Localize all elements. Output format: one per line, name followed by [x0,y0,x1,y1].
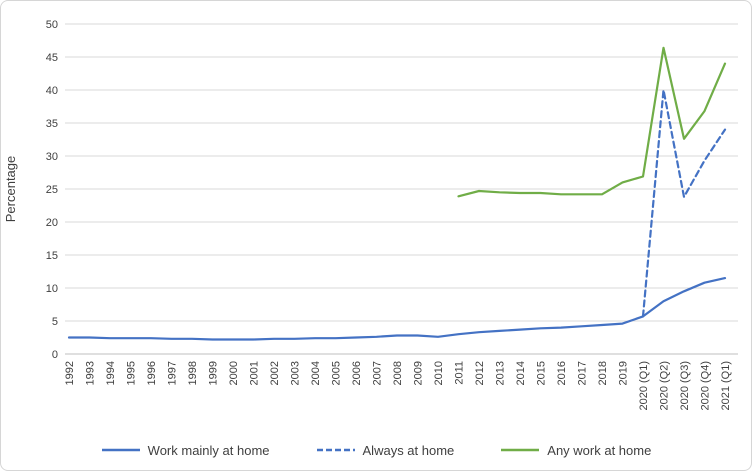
x-tick-label-2009: 2009 [413,361,425,385]
series-line-any-work-at-home [457,46,727,198]
x-tick-label-2000: 2000 [228,361,240,385]
legend-entry-any-work-at-home: Any work at home [500,443,651,458]
x-tick-label-1994: 1994 [105,361,117,385]
plot-area: 0 5 10 15 20 25 30 35 40 45 50 Percentage 1992 1993 19… [3,19,738,411]
x-tick-label-1998: 1998 [187,361,199,385]
x-tick-label-2011: 2011 [454,361,466,385]
series-line-work-mainly-at-home [67,277,727,341]
x-tick-label-2014: 2014 [515,361,527,385]
x-tick-label-1999: 1999 [208,361,220,385]
legend-line-sample-dashed-blue [316,448,355,452]
x-tick-label-2013: 2013 [495,361,507,385]
x-tick-label-2008: 2008 [392,361,404,385]
legend-label: Work mainly at home [147,442,270,458]
legend-entry-work-mainly-at-home: Work mainly at home [101,443,270,458]
x-tick-label-2001: 2001 [249,361,261,385]
y-tick-label-20: 20 [46,217,58,229]
x-tick-label-2004: 2004 [310,361,322,385]
x-tick-label-2016: 2016 [556,361,568,385]
y-tick-label-45: 45 [46,52,58,64]
x-tick-label-2020-Q1-: 2020 (Q1) [638,361,650,411]
x-tick-label-2021-Q1-: 2021 (Q1) [720,361,732,411]
x-tick-label-2020-Q3-: 2020 (Q3) [679,361,691,411]
legend-entry-always-at-home: Always at home [316,442,455,458]
x-tick-label-2017: 2017 [577,361,589,385]
y-tick-label-15: 15 [46,250,58,262]
x-tick-label-2012: 2012 [474,361,486,385]
y-tick-label-35: 35 [46,118,58,130]
x-tick-label-2007: 2007 [372,361,384,385]
x-tick-label-1997: 1997 [167,361,179,385]
y-tick-label-25: 25 [46,184,58,196]
x-tick-label-2020-Q4-: 2020 (Q4) [700,361,712,411]
legend-label: Always at home [362,442,455,458]
x-tick-label-2020-Q2-: 2020 (Q2) [659,361,671,411]
x-tick-label-2018: 2018 [597,361,609,385]
y-tick-label-30: 30 [46,151,58,163]
x-tick-label-1993: 1993 [85,361,97,385]
x-tick-label-1996: 1996 [146,361,158,385]
x-tick-label-2005: 2005 [331,361,343,385]
x-tick-label-2010: 2010 [433,361,445,385]
y-tick-label-5: 5 [52,316,58,328]
legend: Work mainly at home Always at home Any w… [1,438,751,462]
series-line-always-at-home [641,88,727,318]
x-tick-label-2019: 2019 [618,361,630,385]
x-tick-label-1992: 1992 [64,361,76,385]
y-tick-label-50: 50 [46,19,58,31]
y-tick-label-0: 0 [52,349,58,361]
y-axis-title: Percentage [3,156,18,223]
x-tick-label-2002: 2002 [269,361,281,385]
legend-line-sample-solid-green [501,448,540,452]
legend-label: Any work at home [547,442,652,458]
x-tick-label-2003: 2003 [290,361,302,385]
y-tick-label-40: 40 [46,85,58,97]
legend-line-sample-solid-blue [101,448,140,452]
x-tick-label-2006: 2006 [351,361,363,385]
x-tick-label-2015: 2015 [536,361,548,385]
x-tick-label-1995: 1995 [126,361,138,385]
y-tick-label-10: 10 [46,283,58,295]
